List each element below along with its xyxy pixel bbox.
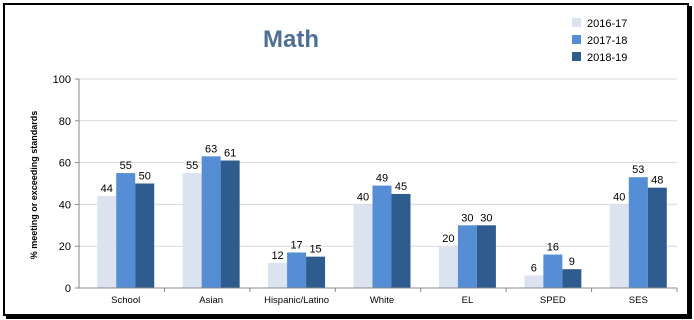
data-label: 16 [547, 242, 559, 254]
x-tick-label: Asian [199, 295, 223, 306]
data-label: 49 [376, 173, 388, 185]
data-label: 15 [309, 244, 321, 256]
bar [116, 173, 136, 288]
data-label: 17 [290, 239, 302, 251]
bar [391, 193, 411, 288]
bar [543, 254, 563, 288]
data-label: 30 [461, 212, 473, 224]
data-label: 30 [480, 212, 492, 224]
bars: 44 55 50 55 63 61 12 17 15 40 49 45 20 30 30 6 16 9 40 53 48 [97, 143, 667, 288]
y-tick-label: 20 [59, 241, 71, 253]
bar [438, 246, 458, 288]
bar [524, 275, 544, 288]
bar [476, 225, 496, 288]
data-label: 12 [271, 250, 283, 262]
data-label: 55 [120, 160, 132, 172]
bar [287, 252, 307, 288]
bar [647, 187, 667, 288]
legend-label: 2017-18 [587, 35, 627, 47]
y-tick-label: 100 [53, 74, 71, 86]
data-label: 50 [139, 171, 151, 183]
bar [457, 225, 477, 288]
x-tick-label: White [370, 295, 394, 306]
chart-title: Math [263, 26, 319, 53]
data-label: 61 [224, 148, 236, 160]
data-label: 6 [531, 262, 537, 274]
legend-swatch [572, 52, 581, 61]
x-tick-label: EL [462, 295, 474, 306]
bar [628, 177, 648, 288]
bar [372, 185, 392, 288]
bar-chart: 44 55 50 55 63 61 12 17 15 40 49 45 20 30 30 6 16 9 40 53 48… [29, 18, 678, 306]
x-tick-label: Hispanic/Latino [264, 295, 329, 306]
data-label: 63 [205, 143, 217, 155]
bar [182, 173, 202, 288]
x-tick-label: SPED [540, 295, 566, 306]
bar [201, 156, 221, 288]
y-axis-label: % meeting or exceeding standards [29, 111, 39, 260]
legend-label: 2018-19 [587, 52, 627, 64]
chart-frame: 44 55 50 55 63 61 12 17 15 40 49 45 20 30 30 6 16 9 40 53 48… [3, 3, 689, 316]
grid-lines [79, 78, 677, 247]
bar [353, 204, 373, 288]
y-tick-label: 80 [59, 116, 71, 128]
data-label: 40 [613, 191, 625, 203]
bar [609, 204, 629, 288]
bar [562, 269, 582, 288]
axes: 0 20 40 60 80 100 School Asian Hispanic/Latino Wh… [53, 74, 678, 306]
bar [220, 160, 240, 288]
bar [135, 183, 155, 288]
legend-label: 2016-17 [587, 18, 627, 30]
legend: 2016-17 2017-18 2018-19 [572, 18, 627, 64]
data-label: 9 [569, 256, 575, 268]
x-tick-label: School [111, 295, 140, 306]
y-tick-label: 60 [59, 158, 71, 170]
legend-swatch [572, 35, 581, 44]
data-label: 53 [632, 164, 644, 176]
bar [97, 196, 117, 288]
legend-swatch [572, 18, 581, 27]
data-label: 45 [395, 181, 407, 193]
data-label: 40 [357, 191, 369, 203]
data-label: 55 [186, 160, 198, 172]
data-label: 48 [651, 175, 663, 187]
y-tick-label: 40 [59, 199, 71, 211]
bar [306, 256, 326, 288]
x-tick-label: SES [629, 295, 648, 306]
bar [268, 262, 288, 288]
data-label: 20 [442, 233, 454, 245]
data-label: 44 [101, 183, 113, 195]
y-tick-label: 0 [65, 283, 71, 295]
